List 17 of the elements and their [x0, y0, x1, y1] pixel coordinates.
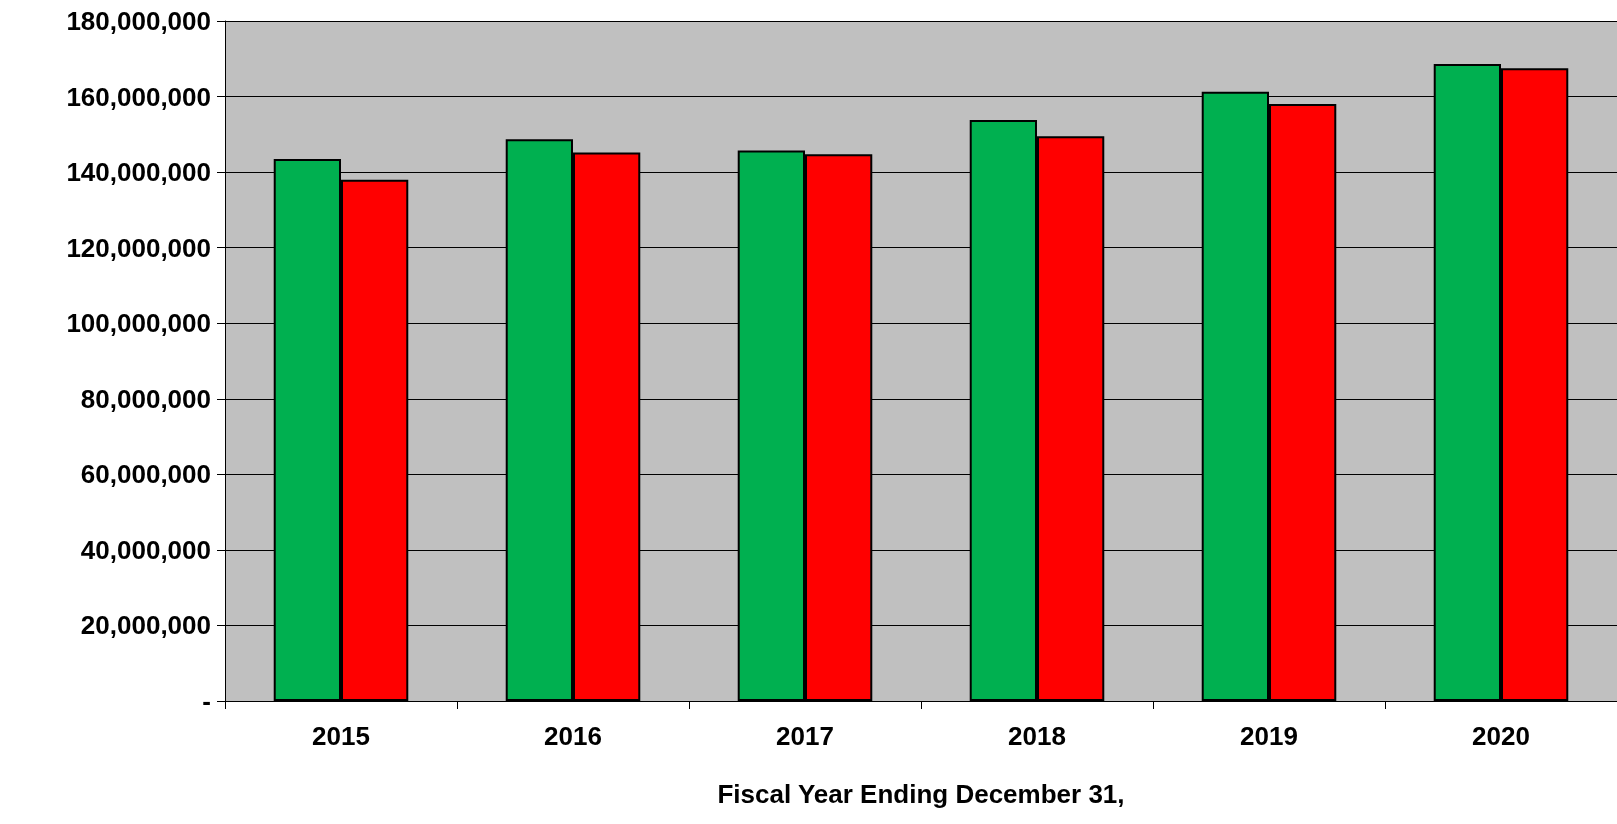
x-tick-label: 2017	[776, 721, 834, 751]
x-tick-label: 2015	[312, 721, 370, 751]
y-tick-label: 40,000,000	[80, 534, 211, 565]
y-tick-label: 120,000,000	[66, 232, 211, 263]
x-tick-label: 2019	[1240, 721, 1298, 751]
x-tick-label: 2020	[1472, 721, 1530, 751]
x-tick-label: 2018	[1008, 721, 1066, 751]
y-tick-label: 60,000,000	[80, 459, 211, 490]
y-tick-label: 160,000,000	[66, 81, 211, 112]
y-tick-label: 80,000,000	[80, 383, 211, 414]
y-tick-label: 140,000,000	[66, 157, 211, 188]
y-tick-label: 180,000,000	[66, 6, 211, 36]
y-tick-label: 100,000,000	[66, 308, 211, 339]
x-axis-title: Fiscal Year Ending December 31,	[717, 779, 1125, 809]
x-tick-label: 2016	[544, 721, 602, 751]
y-tick-label: -	[202, 686, 211, 716]
y-tick-label: 20,000,000	[80, 610, 211, 641]
